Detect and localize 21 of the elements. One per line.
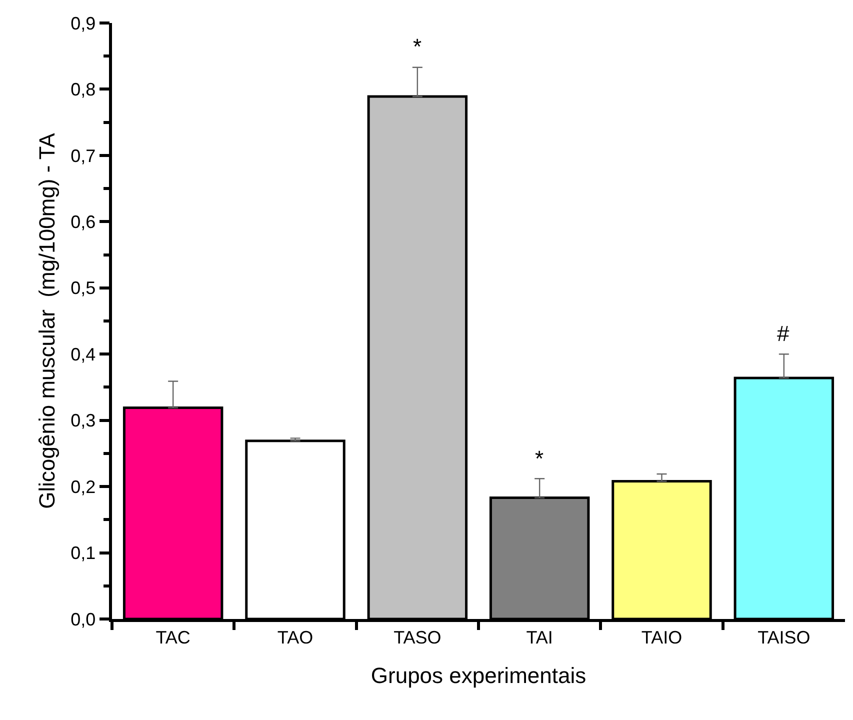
x-tick-label: TAIO: [641, 627, 682, 648]
y-tick-label: 0,0: [70, 609, 96, 630]
x-tick-label: TAI: [526, 627, 553, 648]
y-tick-label: 0,1: [70, 543, 96, 564]
annotation: #: [777, 321, 790, 346]
x-tick-label: TAC: [156, 627, 190, 648]
y-axis-title: Glicogênio muscular (mg/100mg) - TA: [34, 132, 60, 509]
y-tick-label: 0,7: [70, 146, 96, 166]
annotation: *: [535, 446, 544, 471]
x-axis-title: Grupos experimentais: [370, 663, 586, 688]
y-tick-label: 0,6: [70, 212, 96, 232]
annotation: *: [413, 34, 422, 59]
y-tick-label: 0,8: [70, 80, 96, 100]
x-tick-label: TASO: [394, 627, 442, 648]
y-tick-label: 0,2: [70, 476, 96, 497]
x-tick-label: TAO: [277, 627, 314, 648]
y-tick-label: 0,3: [70, 410, 96, 431]
y-tick-label: 0,5: [70, 278, 96, 298]
x-tick-label: TAISO: [758, 627, 810, 648]
y-tick-label: 0,9: [70, 13, 96, 34]
y-tick-label: 0,4: [70, 344, 96, 364]
